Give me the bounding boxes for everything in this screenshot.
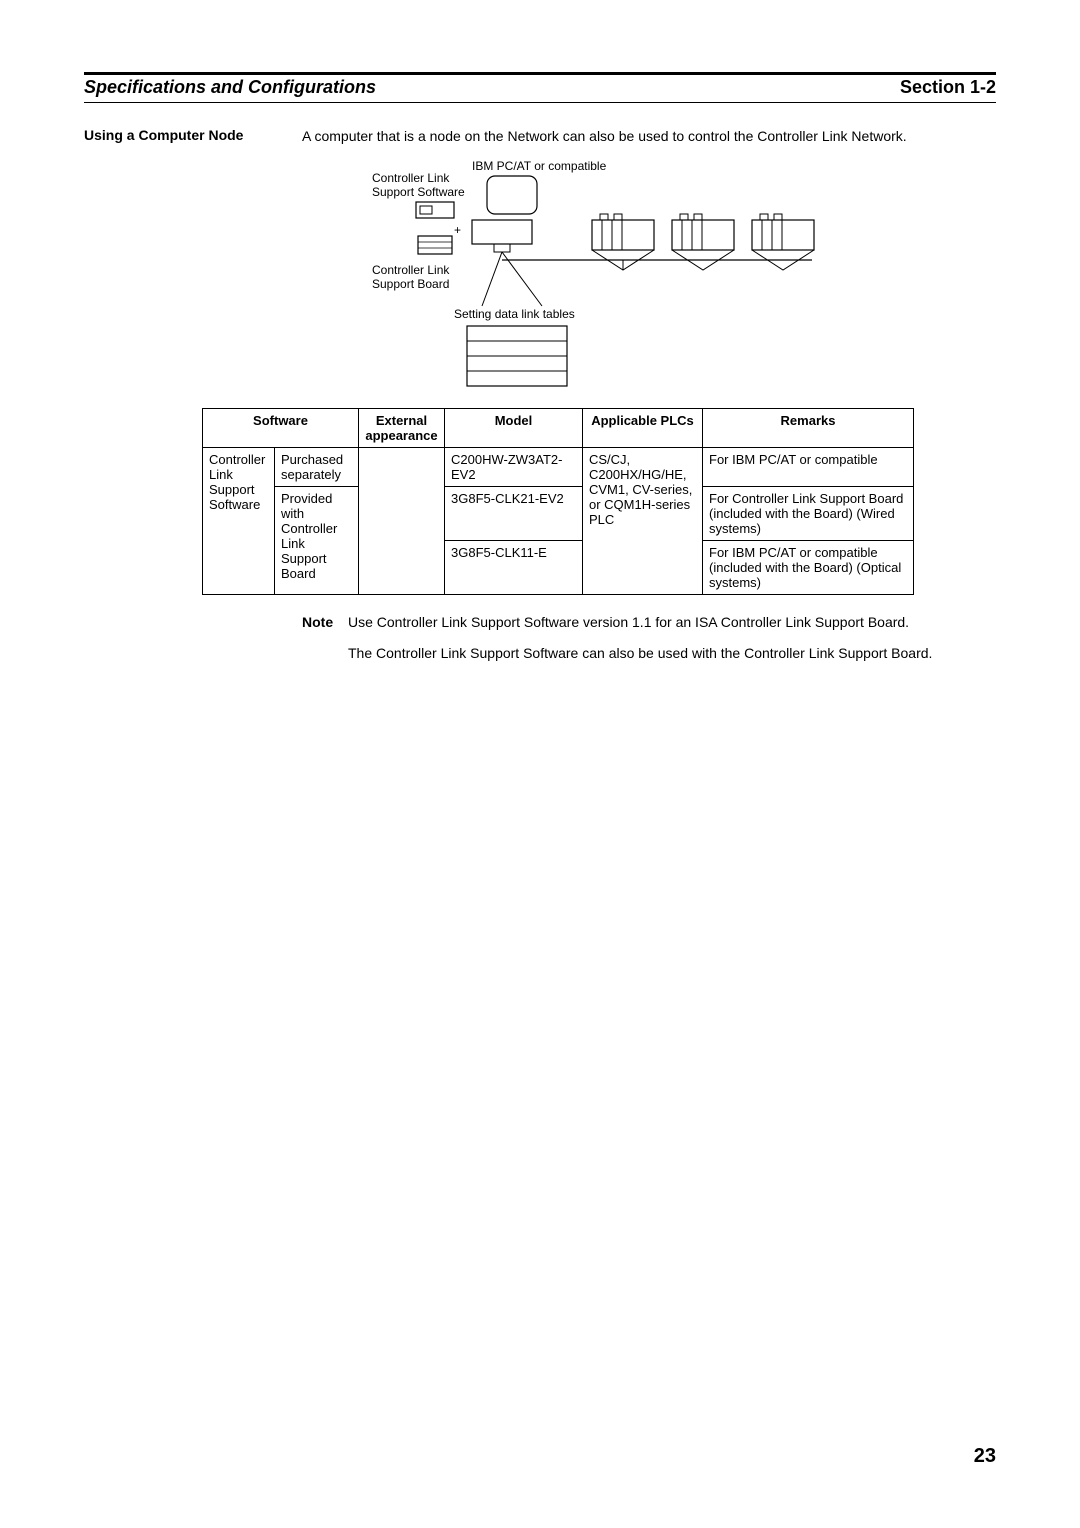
header-title: Specifications and Configurations: [84, 77, 376, 98]
th-ext: External appearance: [359, 408, 445, 447]
note-text-1: Use Controller Link Support Software ver…: [348, 613, 996, 632]
software-table: Software External appearance Model Appli…: [202, 408, 914, 595]
header-section: Section 1-2: [900, 77, 996, 98]
diagram-setting-label: Setting data link tables: [454, 307, 575, 321]
th-model: Model: [445, 408, 583, 447]
diagram-plus: +: [454, 223, 461, 237]
note-text-2: The Controller Link Support Software can…: [348, 644, 996, 663]
cell-remarks-1: For IBM PC/AT or compatible: [703, 447, 914, 486]
subsection-body: A computer that is a node on the Network…: [302, 127, 996, 146]
table-row: Controller Link Support Software Purchas…: [203, 447, 914, 486]
cell-software-name: Controller Link Support Software: [203, 447, 275, 594]
note-label: Note: [302, 613, 348, 632]
cell-model-3: 3G8F5-CLK11-E: [445, 540, 583, 594]
note-block: Note Use Controller Link Support Softwar…: [302, 613, 996, 663]
cell-model-2: 3G8F5-CLK21-EV2: [445, 486, 583, 540]
th-software: Software: [203, 408, 359, 447]
cell-sub-provided: Provided with Controller Link Support Bo…: [275, 486, 359, 594]
cell-sub-purchased: Purchased separately: [275, 447, 359, 486]
page-number: 23: [974, 1445, 996, 1468]
cell-remarks-2: For Controller Link Support Board (inclu…: [703, 486, 914, 540]
th-remarks: Remarks: [703, 408, 914, 447]
diagram-css-label2: Support Software: [372, 185, 465, 199]
diagram-board-label2: Support Board: [372, 277, 449, 291]
diagram-css-label1: Controller Link: [372, 171, 450, 185]
using-computer-node-block: Using a Computer Node A computer that is…: [84, 127, 996, 146]
subsection-label: Using a Computer Node: [84, 127, 302, 146]
cell-remarks-3: For IBM PC/AT or compatible (included wi…: [703, 540, 914, 594]
diagram-ibm-label: IBM PC/AT or compatible: [472, 159, 607, 173]
th-plcs: Applicable PLCs: [583, 408, 703, 447]
cell-ext-appearance: [359, 447, 445, 594]
page-header: Specifications and Configurations Sectio…: [84, 77, 996, 103]
diagram-board-label1: Controller Link: [372, 263, 450, 277]
cell-plcs: CS/CJ, C200HX/HG/HE, CVM1, CV-series, or…: [583, 447, 703, 594]
table-row: Provided with Controller Link Support Bo…: [203, 486, 914, 540]
network-diagram: IBM PC/AT or compatible Controller Link …: [302, 158, 996, 398]
cell-model-1: C200HW-ZW3AT2-EV2: [445, 447, 583, 486]
